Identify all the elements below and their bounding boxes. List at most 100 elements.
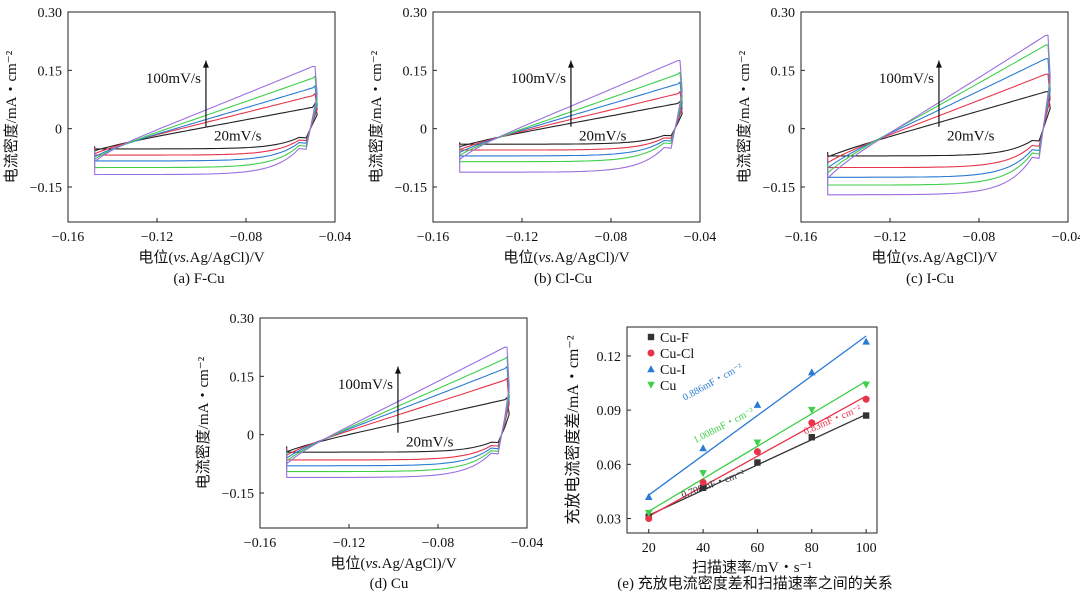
y-tick-label: 0 — [55, 123, 62, 138]
cv-loop-60mV/s — [827, 58, 1051, 178]
legend-label-Cu-Cl: Cu-Cl — [660, 347, 694, 362]
cv-loop-100mV/s — [94, 65, 318, 176]
data-point-Cu-I — [753, 400, 762, 408]
y-tick-label: 0.15 — [403, 64, 428, 79]
cv-loop-60mV/s — [459, 81, 683, 157]
caption-e: (e) 充放电流密度差和扫描速率之间的关系 — [617, 575, 892, 592]
plot-frame — [800, 11, 1069, 223]
data-point-Cu — [644, 509, 653, 517]
y-axis-label: 电流密度/mA・cm⁻² — [736, 50, 753, 183]
slope-label-Cu-I: 0.886mF・cm⁻² — [681, 362, 744, 404]
x-tick-label: 80 — [805, 541, 819, 556]
data-point-Cu-F — [699, 484, 707, 492]
cv-loop-100mV/s — [286, 346, 510, 478]
cv-loop-20mV/s — [827, 91, 1051, 158]
x-tick-label: 100 — [856, 541, 877, 556]
legend-marker-Cu-Cl — [647, 349, 655, 357]
annotation-low-rate: 20mV/s — [406, 435, 454, 451]
y-tick-label: 0 — [788, 123, 795, 138]
data-point-Cu-Cl — [808, 419, 816, 427]
plot-frame — [259, 317, 528, 529]
annotation-high-rate: 100mV/s — [338, 377, 393, 393]
caption-d: (d) Cu — [370, 576, 409, 592]
data-point-Cu-Cl — [699, 478, 707, 486]
data-point-Cu — [699, 470, 707, 478]
x-tick-label: −0.08 — [963, 230, 995, 245]
scatter-chart-e: 0.03 0.06 0.09 0.12 20 40 60 80 100 扫描速率/mV・s⁻¹ 充放… — [564, 326, 878, 576]
y-tick-label: 0.15 — [230, 370, 255, 385]
data-point-Cu-I — [807, 368, 816, 376]
cv-loop-80mV/s — [94, 75, 318, 169]
cv-chart-c: 0.30 0.15 0 −0.15 −0.16 −0.12 −0.08 −0.04 电位(vs.… — [736, 6, 1080, 266]
annotation-low-rate: 20mV/s — [214, 129, 262, 145]
cv-loop-60mV/s — [94, 85, 318, 162]
y-tick-label: 0 — [247, 429, 254, 444]
x-tick-label: −0.04 — [319, 230, 351, 245]
fit-line-Cu-I — [648, 335, 867, 496]
y-tick-label: 0.30 — [403, 6, 428, 21]
x-axis-label: 电位(vs.Ag/AgCl)/V — [138, 249, 264, 266]
annotation-low-rate: 20mV/s — [947, 129, 995, 145]
caption-a: (a) F-Cu — [173, 271, 225, 287]
annotation-high-rate: 100mV/s — [511, 71, 566, 87]
y-tick-label: −0.15 — [395, 181, 427, 196]
x-axis-label: 电位(vs.Ag/AgCl)/V — [871, 249, 997, 266]
y-axis-label: 充放电流密度差/mA・cm⁻² — [564, 335, 582, 524]
x-tick-label: −0.12 — [874, 230, 906, 245]
y-axis-label: 电流密度/mA・cm⁻² — [195, 356, 212, 489]
x-tick-label: −0.16 — [417, 230, 449, 245]
x-tick-label: 60 — [750, 541, 764, 556]
y-tick-label: −0.15 — [30, 181, 62, 196]
x-tick-label: 20 — [642, 541, 656, 556]
y-tick-label: 0.15 — [38, 64, 63, 79]
y-tick-label: 0.30 — [771, 6, 796, 21]
y-axis-label: 电流密度/mA・cm⁻² — [3, 50, 20, 183]
x-tick-label: −0.04 — [1052, 230, 1080, 245]
y-tick-label: −0.15 — [763, 181, 795, 196]
y-axis-label: 电流密度/mA・cm⁻² — [368, 50, 385, 183]
data-point-Cu-Cl — [862, 395, 870, 403]
cv-chart-b: 0.30 0.15 0 −0.15 −0.16 −0.12 −0.08 −0.04 电位(vs.… — [368, 6, 716, 266]
x-tick-label: −0.16 — [785, 230, 817, 245]
fit-line-Cu-Cl — [648, 395, 867, 517]
x-tick-label: −0.08 — [595, 230, 627, 245]
plot-frame — [432, 11, 701, 223]
data-point-Cu — [807, 406, 816, 414]
legend-label-Cu: Cu — [660, 379, 676, 394]
x-tick-label: −0.08 — [422, 536, 454, 551]
arrow-head — [935, 60, 942, 68]
x-tick-label: −0.12 — [141, 230, 173, 245]
plot-frame — [67, 11, 336, 223]
caption-c: (c) I-Cu — [906, 271, 954, 287]
cv-loop-100mV/s — [459, 60, 683, 173]
arrow-head — [394, 366, 401, 374]
x-tick-label: −0.04 — [684, 230, 716, 245]
data-point-Cu-Cl — [645, 515, 653, 523]
y-tick-label: 0.06 — [597, 458, 622, 473]
legend-marker-Cu-I — [647, 365, 655, 373]
y-tick-label: 0.03 — [597, 513, 622, 528]
x-tick-label: −0.16 — [244, 536, 276, 551]
x-axis-label: 扫描速率/mV・s⁻¹ — [692, 559, 812, 576]
y-tick-label: 0.30 — [230, 312, 255, 327]
data-point-Cu-F — [808, 434, 815, 441]
annotation-low-rate: 20mV/s — [579, 129, 627, 145]
y-tick-label: 0.15 — [771, 64, 796, 79]
x-tick-label: −0.08 — [230, 230, 262, 245]
data-point-Cu-F — [754, 459, 761, 466]
legend-label-Cu-I: Cu-I — [660, 363, 686, 378]
x-tick-label: −0.12 — [506, 230, 538, 245]
data-point-Cu-I — [699, 444, 707, 452]
plot-frame — [626, 326, 878, 534]
data-point-Cu-Cl — [753, 448, 761, 456]
x-tick-label: −0.04 — [511, 536, 543, 551]
y-tick-label: 0.09 — [597, 404, 622, 419]
y-tick-label: −0.15 — [222, 487, 254, 502]
y-tick-label: 0 — [420, 123, 427, 138]
data-point-Cu — [862, 381, 870, 389]
cv-chart-a: 0.30 0.15 0 −0.15 −0.16 −0.12 −0.08 −0.04 电位(vs.… — [3, 6, 351, 266]
data-point-Cu-I — [862, 337, 870, 345]
x-axis-label: 电位(vs.Ag/AgCl)/V — [330, 555, 456, 572]
legend-label-Cu-F: Cu-F — [660, 331, 689, 346]
